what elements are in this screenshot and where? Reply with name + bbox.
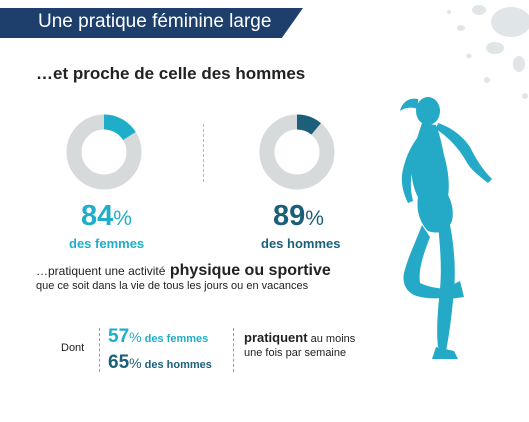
weekly-women-unit: % (129, 329, 142, 345)
weekly-women: 57% des femmes (108, 326, 208, 348)
donut-segment-women (66, 114, 142, 190)
weekly-men-label: des hommes (144, 359, 212, 371)
men-percentage-value: 89 (273, 200, 306, 232)
donut-chart-men (259, 114, 335, 190)
donut-chart-women (66, 114, 142, 190)
weekly-women-value: 57 (108, 326, 130, 347)
women-percentage-value: 84 (81, 200, 114, 232)
title-banner: Une pratique féminine large (0, 8, 303, 38)
dont-label: Dont (61, 342, 85, 354)
donut-track-men (259, 114, 335, 190)
weekly-women-label: des femmes (144, 333, 209, 345)
weekly-men-value: 65 (108, 352, 130, 373)
donut-segment-men (259, 114, 335, 190)
men-percentage: 89% (273, 201, 324, 234)
women-percentage-unit: % (113, 207, 132, 230)
weekly-men-unit: % (129, 355, 142, 371)
weekly-men: 65% des hommes (108, 352, 212, 374)
runner-silhouette (400, 97, 492, 359)
women-caption: des femmes (69, 236, 145, 251)
page-title: Une pratique féminine large (38, 11, 272, 32)
dashed-divider (203, 124, 204, 182)
men-percentage-unit: % (305, 207, 324, 230)
frequency-rest-2: une fois par semaine (244, 347, 347, 359)
dashed-bracket (99, 328, 108, 372)
ink-splash-decoration (447, 5, 529, 99)
statement-line-2: que ce soit dans la vie de tous les jour… (36, 280, 309, 292)
subtitle: …et proche de celle des hommes (36, 64, 306, 83)
statement-line: …pratiquent une activité physique ou spo… (36, 262, 331, 280)
statement-emphasis: physique ou sportive (169, 262, 331, 279)
statement-prefix: …pratiquent une activité (36, 264, 166, 278)
men-caption: des hommes (261, 236, 341, 251)
frequency-rest-1: au moins (310, 333, 356, 345)
frequency-text: pratiquent au moins une fois par semaine (244, 331, 355, 360)
frequency-bold: pratiquent (244, 330, 308, 345)
dashed-separator (233, 328, 234, 372)
women-percentage: 84% (81, 201, 132, 234)
